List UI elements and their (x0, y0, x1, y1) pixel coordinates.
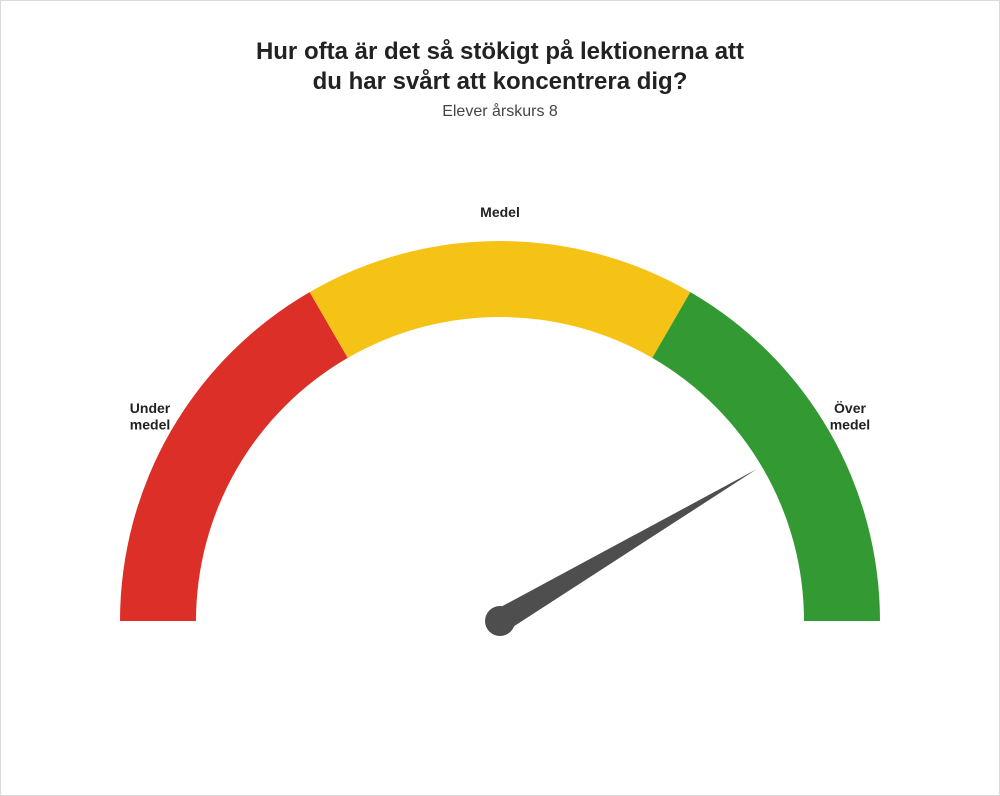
chart-card: Hur ofta är det så stökigt på lektionern… (0, 0, 1000, 796)
gauge-hub (485, 606, 515, 636)
chart-subtitle: Elever årskurs 8 (9, 103, 991, 121)
gauge-segment-label-0: Undermedel (130, 400, 171, 432)
gauge-segment-1 (310, 241, 691, 358)
gauge-segment-label-1: Medel (480, 204, 520, 220)
gauge-segment-label-2: Övermedel (830, 400, 870, 432)
gauge-segment-2 (652, 292, 880, 621)
chart-title: Hur ofta är det så stökigt på lektionern… (9, 37, 991, 97)
gauge-needle (494, 469, 757, 631)
gauge-segment-0 (120, 292, 348, 621)
gauge-chart: Undermedel Medel Övermedel (1, 171, 999, 691)
